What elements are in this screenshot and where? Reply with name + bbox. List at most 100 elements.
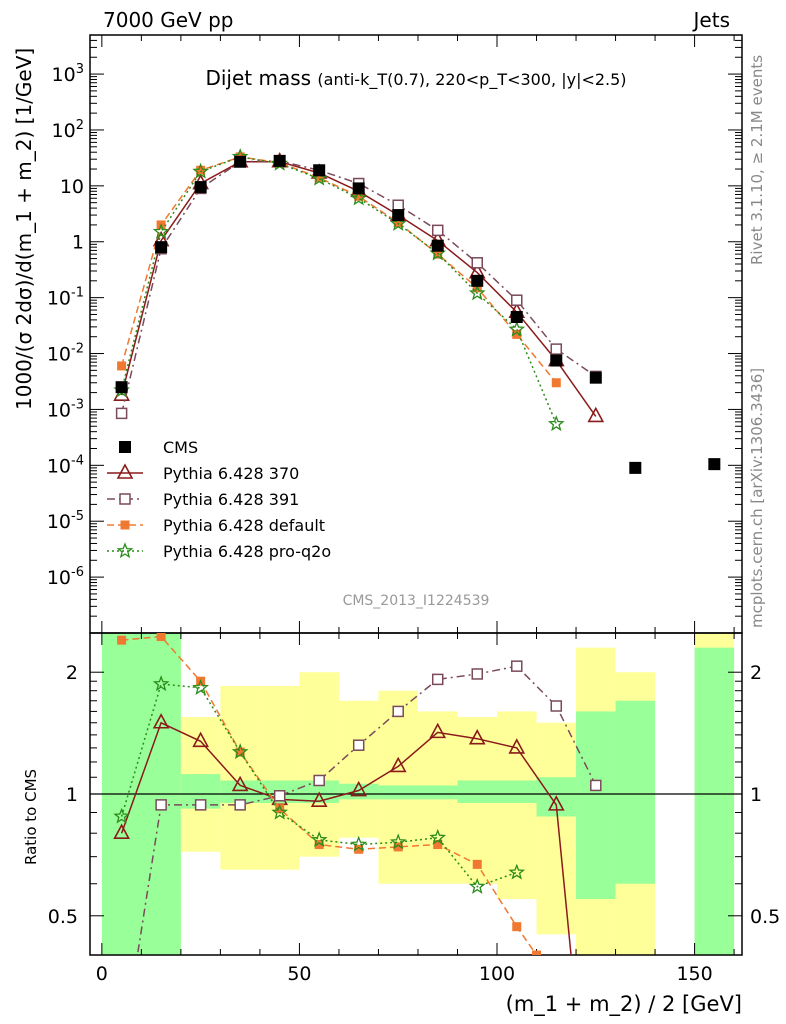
mc-data-point [511,294,523,306]
cms-data-point [194,181,207,194]
mc-data-point [231,775,249,792]
legend-label: Pythia 6.428 pro-q2o [163,542,331,561]
mc-data-point [125,1001,135,1011]
mc-data-point [119,493,131,505]
mc-data-point [194,799,207,811]
ratio-tick-label-right: 0.5 [750,906,780,928]
mc-data-point [472,859,482,869]
analysis-watermark: CMS_2013_I1224539 [343,593,490,609]
uncertainty-band-inner [694,647,735,955]
uncertainty-band-inner [497,780,537,804]
mc-data-point [116,542,134,559]
mc-data-point [350,189,368,206]
mc-data-point [310,791,328,807]
mc-data-point [196,165,206,175]
mc-data-point [350,780,368,797]
cms-data-point [115,381,128,394]
x-tick-label: 0 [96,963,108,985]
mc-data-point [113,823,130,840]
mc-data-point [120,520,130,530]
ratio-tick-label-left: 2 [66,662,78,684]
chart-title: Dijet mass (anti-k_T(0.7), 220<p_T<300, … [205,66,626,90]
main-series-line [120,156,557,384]
mc-data-point [192,678,210,695]
y-tick-label: 10-3 [47,397,84,421]
mc-data-point [471,668,483,680]
ratio-tick-label-left: 1 [66,784,78,806]
mc-data-point [113,807,130,824]
mc-data-point [152,713,170,729]
cms-data-point [510,311,523,324]
x-tick-label: 150 [676,963,712,985]
ratio-tick-label-right: 2 [750,662,762,684]
y-tick-label: 10 [60,176,84,198]
mc-data-point [116,463,134,479]
legend-label: Pythia 6.428 391 [163,490,299,509]
header-right: Jets [693,8,730,32]
x-axis-label: (m_1 + m_2) / 2 [GeV] [506,992,742,1017]
y-tick-label: 10-6 [47,565,84,589]
mc-data-point [192,162,210,179]
mc-data-point [547,415,565,432]
uncertainty-band-outer [259,685,300,870]
y-tick-label: 1 [72,232,84,254]
mc-data-point [389,833,407,850]
cms-data-point [431,239,444,252]
x-tick-label: 50 [287,963,311,985]
mc-data-point [550,700,563,712]
legend-label: Pythia 6.428 default [163,516,325,535]
mc-data-point [468,284,486,301]
mc-data-point [468,877,486,894]
main-series-group [113,148,721,474]
mc-data-point [590,779,602,792]
mc-data-point [273,790,286,802]
cms-data-point [708,458,721,471]
uncertainty-band-inner [576,711,616,900]
mc-data-point [433,840,443,850]
cms-data-point [589,371,602,384]
mc-data-point [431,224,444,237]
mc-data-point [152,223,170,240]
mc-data-point [392,199,404,211]
mc-data-point [511,660,523,672]
uncertainty-band-inner [338,783,379,800]
mc-data-point [389,756,407,773]
y-tick-label: 10-1 [47,286,84,310]
uncertainty-band-inner [417,785,458,800]
ratio-series-line [121,635,538,955]
mc-data-point [271,803,289,820]
mc-data-point [508,863,526,880]
mc-data-point [431,673,444,686]
mc-data-point [429,828,447,845]
cms-data-point [550,354,563,367]
mc-data-point [551,378,561,388]
mc-data-point [354,191,364,201]
mc-data-point [393,218,403,228]
mc-data-point [313,774,325,787]
uncertainty-band-outer [299,672,339,857]
ratio-tick-label-left: 0.5 [48,906,78,928]
cms-data-point [352,182,365,195]
mc-data-point [471,257,483,269]
cms-data-point [313,164,326,177]
uncertainty-band-inner [378,785,418,800]
mc-data-point [310,169,328,186]
mc-data-point [468,728,486,745]
mc-data-point [393,842,403,852]
mc-data-point [547,795,565,811]
mc-data-point [152,675,170,692]
ratio-series-group [113,633,602,1011]
mc-data-point [155,799,167,811]
mc-data-point [354,844,364,854]
legend-label: CMS [163,438,198,457]
ratio-bands [101,633,735,955]
y-tick-label: 10-2 [47,342,84,366]
ratio-tick-label-right: 1 [750,784,762,806]
mc-data-point [352,739,365,751]
uncertainty-band-outer [536,722,577,935]
mc-data-point [115,407,128,420]
header-left: 7000 GeV pp [103,8,234,32]
cms-data-point [629,461,642,474]
x-tick-label: 100 [479,963,515,985]
